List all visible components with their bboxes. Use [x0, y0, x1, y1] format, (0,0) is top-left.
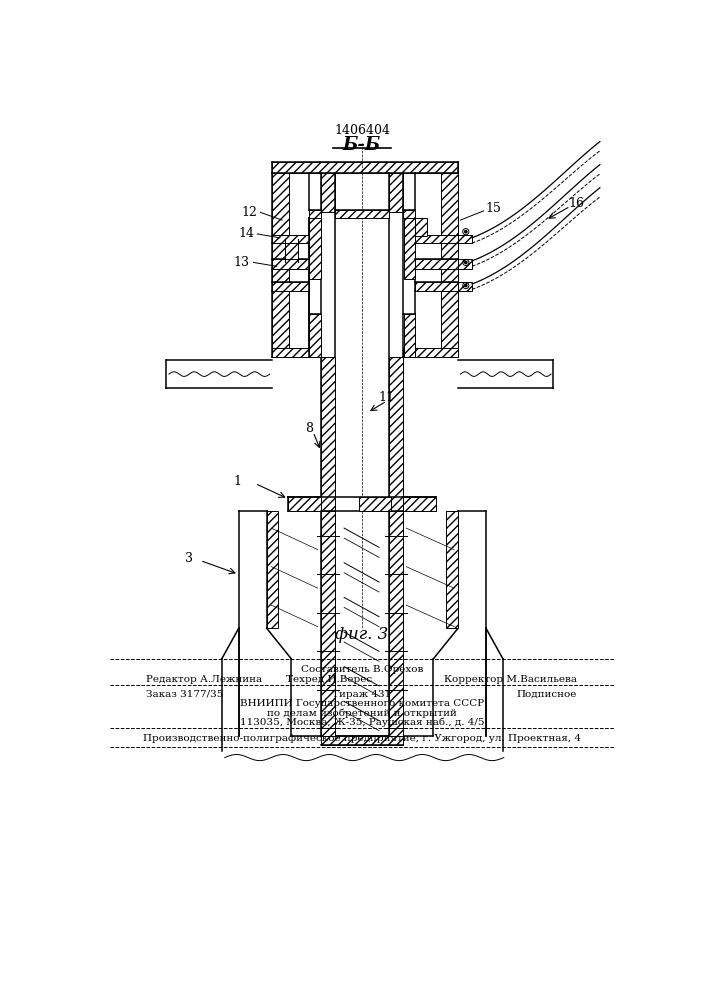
Text: 15: 15 [485, 202, 501, 215]
Bar [335, 210, 389, 218]
Bar [288, 497, 321, 511]
Bar [416, 282, 458, 291]
Bar [321, 173, 335, 212]
Bar [309, 314, 321, 357]
Bar [285, 243, 298, 259]
Text: 13: 13 [233, 256, 250, 269]
Bar [416, 259, 458, 269]
Bar [458, 282, 472, 291]
Text: Подписное: Подписное [516, 690, 577, 699]
Bar [272, 235, 309, 243]
Text: Корректор М.Васильева: Корректор М.Васильева [443, 675, 577, 684]
Text: по делам изобретений и открытий: по делам изобретений и открытий [267, 708, 457, 718]
Bar [389, 357, 403, 511]
Circle shape [464, 284, 467, 287]
Text: 16: 16 [569, 197, 585, 210]
Bar [321, 357, 335, 511]
Bar [272, 259, 309, 269]
Bar [272, 162, 458, 173]
Bar [272, 348, 321, 357]
Bar [446, 511, 458, 628]
Text: 1406404: 1406404 [334, 124, 390, 137]
Circle shape [464, 261, 467, 264]
Bar [404, 314, 416, 357]
Bar [416, 235, 458, 243]
Bar [416, 218, 427, 235]
Text: 11: 11 [379, 391, 395, 404]
Bar [441, 173, 458, 357]
Bar [404, 218, 416, 279]
Bar [309, 210, 321, 218]
Text: Заказ 3177/35: Заказ 3177/35 [146, 690, 224, 699]
Text: Составитель В.Орехов: Составитель В.Орехов [300, 665, 423, 674]
Text: Редактор А.Лежнина: Редактор А.Лежнина [146, 675, 262, 684]
Bar [321, 736, 403, 745]
Bar [458, 235, 472, 243]
Text: 1: 1 [233, 475, 241, 488]
Bar [267, 511, 279, 628]
Bar [403, 497, 436, 511]
Text: 12: 12 [242, 206, 257, 219]
Bar [458, 259, 472, 269]
Bar [309, 218, 321, 279]
Text: Тираж 431: Тираж 431 [332, 690, 392, 699]
Bar [389, 173, 403, 212]
Text: ВНИИПИ Государственного комитета СССР: ВНИИПИ Государственного комитета СССР [240, 699, 484, 708]
Text: Б-Б: Б-Б [343, 136, 381, 154]
Bar [272, 282, 309, 291]
Bar [403, 210, 416, 218]
Bar [288, 497, 321, 511]
Bar [403, 348, 458, 357]
Text: Производственно-полиграфическое предприятие, г. Ужгород, ул. Проектная, 4: Производственно-полиграфическое предприя… [143, 734, 581, 743]
Bar [272, 173, 289, 357]
Text: 8: 8 [305, 422, 313, 434]
Bar [321, 511, 335, 736]
Circle shape [464, 230, 467, 233]
Text: 113035, Москва, Ж-35, Раушская наб., д. 4/5: 113035, Москва, Ж-35, Раушская наб., д. … [240, 717, 484, 727]
Text: 3: 3 [185, 552, 193, 565]
Bar [359, 497, 392, 511]
Text: 14: 14 [238, 227, 255, 240]
Text: Техред И.Верес: Техред И.Верес [286, 675, 372, 684]
Bar [389, 511, 403, 736]
Text: фиг. 3: фиг. 3 [335, 626, 389, 643]
